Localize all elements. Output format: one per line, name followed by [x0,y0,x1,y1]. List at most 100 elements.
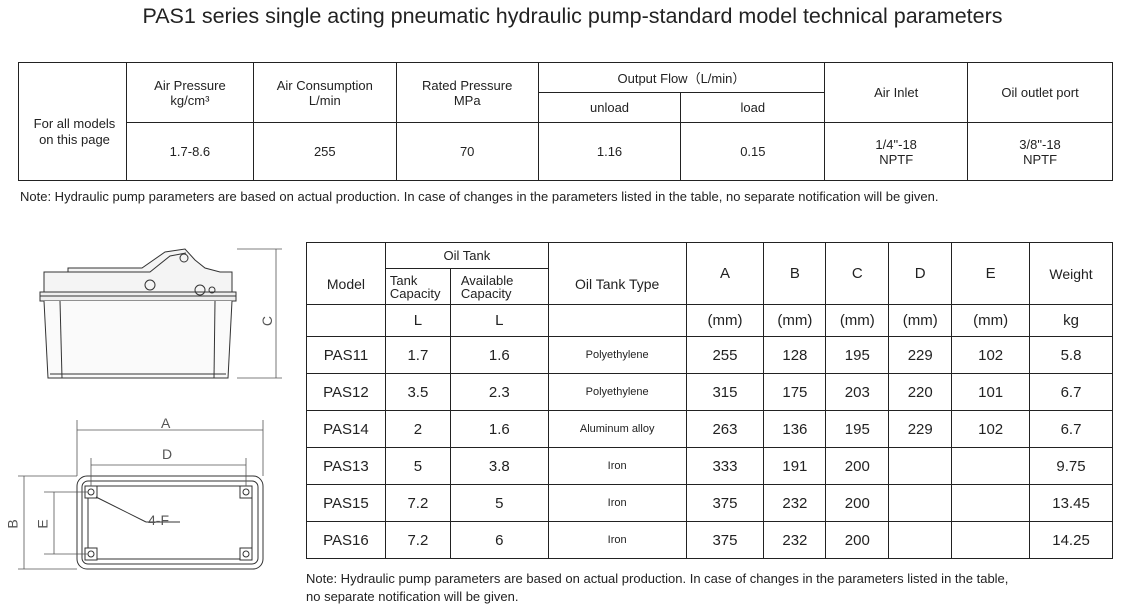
type-cell: Polyethylene [547,373,687,411]
dim-a-cell: 375 [685,521,765,559]
table-row: PAS13 5 3.8 Iron 333 191 200 9.75 [306,447,1113,485]
type-cell: Iron [547,521,687,559]
type-unit-cell [547,304,687,337]
oil-outlet-thread: 3/8"-18 [1019,136,1061,152]
note-bottom: Note: Hydraulic pump parameters are base… [306,570,1008,606]
note-bottom-line1: Note: Hydraulic pump parameters are base… [306,571,1009,586]
dim-a-cell: 333 [685,447,765,485]
available-cell: 1.6 [449,336,549,374]
table-row: PAS15 7.2 5 Iron 375 232 200 13.45 [306,484,1113,522]
air-consumption-unit: L/min [308,92,341,108]
row-label-cell: For all models on this page [18,62,127,181]
model-cell: PAS13 [306,447,386,485]
model-cell: PAS16 [306,521,386,559]
available-capacity-header: Available Capacity [449,268,549,305]
air-pressure-label: Air Pressure [154,77,226,93]
dim-c-cell: 195 [825,410,890,448]
type-cell: Iron [547,447,687,485]
dim-e-cell: 101 [951,373,1031,411]
dim-e-header: E [951,242,1031,305]
dim-a-unit: (mm) [685,304,765,337]
rated-pressure-unit: MPa [453,92,481,108]
table-row: PAS11 1.7 1.6 Polyethylene 255 128 195 2… [306,336,1113,374]
dim-d-header: D [888,242,953,305]
rated-pressure-label: Rated Pressure [422,77,513,93]
dim-c-header: C [825,242,890,305]
dim-b-cell: 232 [763,521,827,559]
available-cell: 5 [449,484,549,522]
load-value: 0.15 [680,122,826,181]
model-header: Model [306,242,386,305]
row-label: For all models on this page [33,115,116,147]
weight-header: Weight [1029,242,1113,305]
dimension-label-c: C [259,315,276,327]
dim-c-unit: (mm) [825,304,890,337]
note-bottom-line2: no separate notification will be given. [306,589,519,604]
table-row: PAS14 2 1.6 Aluminum alloy 263 136 195 2… [306,410,1113,448]
air-inlet-standard: NPTF [879,151,914,167]
type-cell: Iron [547,484,687,522]
dim-b-header: B [763,242,827,305]
dim-e-cell [951,521,1031,559]
dim-b-cell: 175 [763,373,827,411]
dimension-c [237,248,282,379]
table-row: PAS12 3.5 2.3 Polyethylene 315 175 203 2… [306,373,1113,411]
air-inlet-header: Air Inlet [824,62,969,123]
side-view-drawing [39,248,237,379]
weight-cell: 9.75 [1029,447,1113,485]
dimension-label-b: B [4,519,21,529]
model-cell: PAS11 [306,336,386,374]
dim-d-cell: 229 [888,410,953,448]
air-consumption-value: 255 [252,122,397,181]
unload-header: unload [537,92,682,123]
oil-tank-header: Oil Tank [384,242,549,269]
oil-tank-type-header: Oil Tank Type [547,242,687,305]
technical-parameters-table: For all models on this page Air Pressure… [18,62,1113,181]
model-cell: PAS12 [306,373,386,411]
available-capacity-line1: Available [460,272,514,288]
tank-unit: L [384,304,451,337]
weight-cell: 14.25 [1029,521,1113,559]
model-specification-table: Model Oil Tank Oil Tank Type A B C D E W… [306,242,1113,559]
tank-capacity-line1: Tank [389,272,418,288]
dim-e-cell: 102 [951,336,1031,374]
model-cell: PAS15 [306,484,386,522]
pump-technical-drawing [18,248,282,570]
air-inlet-thread: 1/4"-18 [875,136,917,152]
dim-d-cell [888,484,953,522]
available-capacity-line2: Capacity [460,285,512,301]
unload-value: 1.16 [537,122,682,181]
table-row: PAS16 7.2 6 Iron 375 232 200 14.25 [306,521,1113,559]
dim-a-cell: 375 [685,484,765,522]
rated-pressure-header: Rated Pressure MPa [395,62,539,123]
model-unit-cell [306,304,386,337]
tank-cell: 1.7 [384,336,451,374]
air-inlet-value: 1/4"-18 NPTF [824,122,969,181]
dim-e-cell: 102 [951,410,1031,448]
dim-b-cell: 191 [763,447,827,485]
weight-cell: 13.45 [1029,484,1113,522]
available-cell: 3.8 [449,447,549,485]
dim-a-cell: 255 [685,336,765,374]
available-unit: L [449,304,549,337]
page-title: PAS1 series single acting pneumatic hydr… [142,4,1003,28]
load-header: load [680,92,826,123]
oil-outlet-header: Oil outlet port [967,62,1113,123]
dim-c-cell: 195 [825,336,890,374]
dim-c-cell: 200 [825,484,890,522]
tank-capacity-line2: Capacity [389,285,441,301]
dim-d-cell: 220 [888,373,953,411]
weight-cell: 6.7 [1029,410,1113,448]
dim-a-cell: 315 [685,373,765,411]
rated-pressure-value: 70 [395,122,539,181]
air-consumption-header: Air Consumption L/min [252,62,397,123]
dim-c-cell: 203 [825,373,890,411]
tank-cell: 3.5 [384,373,451,411]
oil-outlet-standard: NPTF [1023,151,1058,167]
type-cell: Polyethylene [547,336,687,374]
dim-e-cell [951,484,1031,522]
weight-cell: 5.8 [1029,336,1113,374]
oil-outlet-value: 3/8"-18 NPTF [967,122,1113,181]
air-pressure-unit: kg/cm³ [170,92,210,108]
dim-b-cell: 136 [763,410,827,448]
